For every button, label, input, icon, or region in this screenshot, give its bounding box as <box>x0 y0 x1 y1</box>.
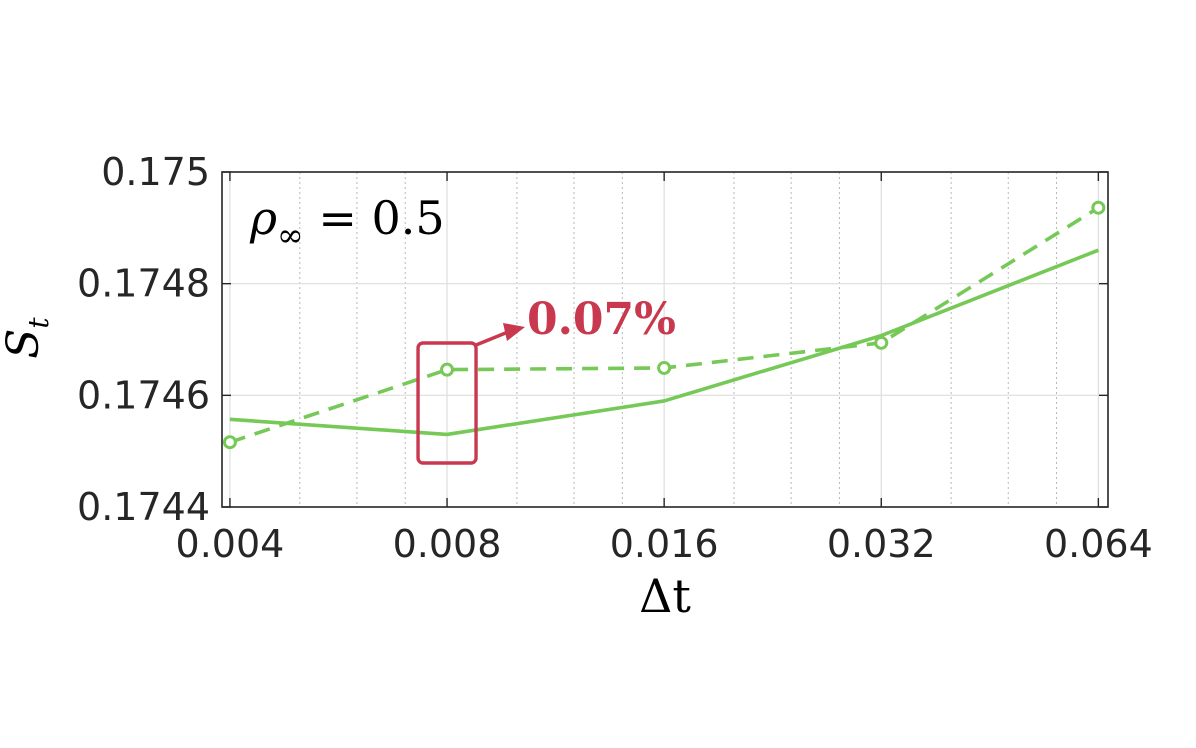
series-line-1 <box>229 248 1100 437</box>
highlight-percent-label: 0.07% <box>527 294 676 345</box>
rho-value: = 0.5 <box>304 191 445 245</box>
series-layer <box>222 200 1106 450</box>
svg-text:ρ∞ = 0.5: ρ∞ = 0.5 <box>249 191 445 254</box>
rho-symbol: ρ <box>249 191 277 245</box>
rho-subscript: ∞ <box>277 216 304 254</box>
x-tick-label: 0.032 <box>827 522 936 566</box>
x-tick-label: 0.064 <box>1044 522 1153 566</box>
y-axis-label-main: S <box>0 329 49 359</box>
annotation-layer <box>416 323 525 465</box>
series-point <box>1091 200 1106 215</box>
highlight-arrow-shaft <box>475 330 509 347</box>
y-tick-label: 0.175 <box>101 150 210 194</box>
series-point <box>657 360 672 375</box>
y-tick-label: 0.1744 <box>77 485 210 529</box>
y-axis-label: St <box>0 317 55 359</box>
tick-labels: 0.004 0.008 0.016 0.032 0.064 0.1744 0.1746 0.1… <box>77 150 1153 566</box>
series-point <box>222 435 237 450</box>
x-tick-label: 0.016 <box>610 522 719 566</box>
series-point <box>874 335 889 350</box>
x-tick-label: 0.008 <box>393 522 502 566</box>
axis-ticks <box>222 171 1108 508</box>
rho-label: ρ∞ = 0.5 <box>249 191 445 254</box>
y-axis-label-sub: t <box>22 317 55 329</box>
y-tick-label: 0.1746 <box>77 373 210 417</box>
series-point <box>440 362 455 377</box>
highlight-arrow-head <box>503 323 525 341</box>
x-tick-label: 0.004 <box>176 522 285 566</box>
axes-frame <box>221 171 1109 508</box>
highlight-box <box>416 341 478 465</box>
x-axis-label: Δt <box>639 569 691 623</box>
y-tick-label: 0.1748 <box>77 262 210 306</box>
svg-text:St: St <box>0 317 55 359</box>
plot-area <box>222 172 1108 507</box>
